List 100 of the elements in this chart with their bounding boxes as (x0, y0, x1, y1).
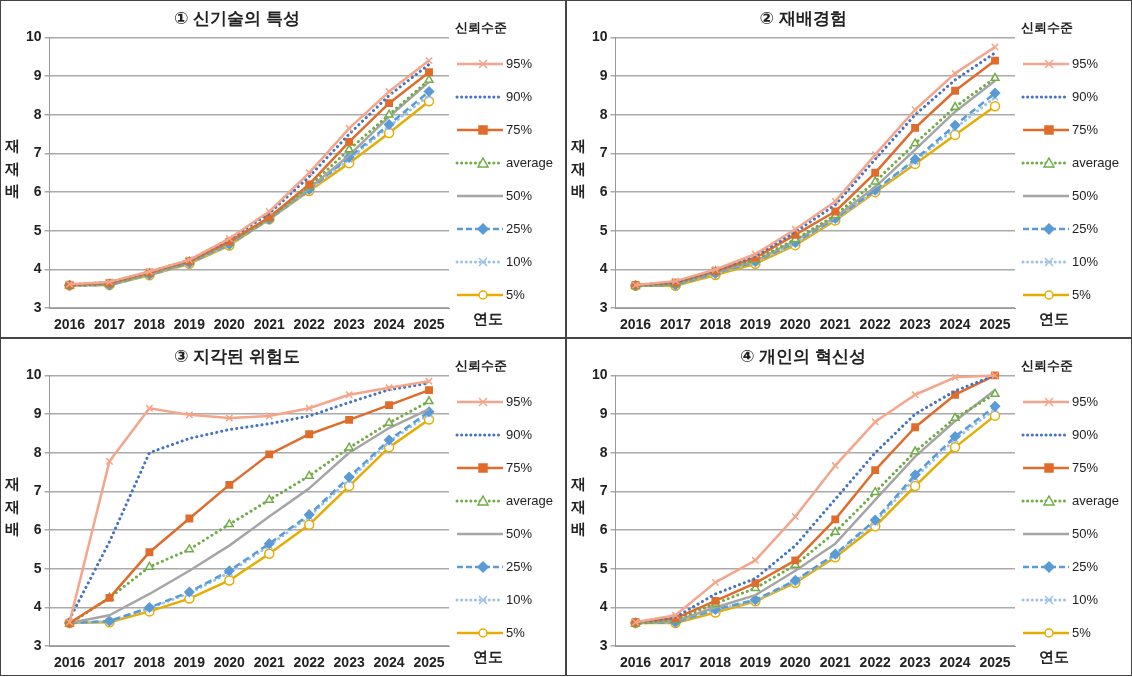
legend-label: 75% (1072, 122, 1099, 137)
y-tick-label: 5 (599, 559, 608, 576)
y-tick-label: 3 (33, 299, 42, 316)
x-tick-label: 2019 (173, 654, 206, 671)
x-tick-label: 2018 (133, 654, 166, 671)
x-tick-label: 2017 (659, 316, 692, 333)
y-tick-label: 10 (591, 28, 608, 45)
legend-label: 75% (506, 460, 533, 475)
legend-label: 25% (1072, 559, 1099, 574)
y-tick-label: 8 (33, 443, 42, 460)
legend-label: 5% (506, 287, 525, 302)
legend-label: 5% (1072, 625, 1091, 640)
x-tick-label: 2023 (333, 316, 365, 333)
x-tick-label: 2023 (899, 654, 931, 671)
x-tick-label: 2019 (739, 316, 772, 333)
legend-label: 90% (1072, 89, 1099, 104)
x-axis-title: 연도 (473, 648, 503, 667)
legend-title: 신뢰수준 (455, 357, 508, 375)
x-tick-label: 2018 (699, 316, 732, 333)
x-tick-label: 2022 (293, 316, 325, 333)
x-tick-label: 2022 (859, 316, 891, 333)
x-tick-label: 2021 (253, 316, 286, 333)
x-tick-label: 2017 (659, 654, 692, 671)
x-tick-label: 2022 (859, 654, 891, 671)
y-tick-label: 6 (33, 183, 42, 199)
legend-label: 90% (506, 89, 533, 104)
legend-label: 25% (506, 221, 533, 236)
y-tick-label: 6 (599, 521, 608, 537)
y-tick-label: 5 (33, 559, 42, 576)
y-axis-title: 재재배 (4, 136, 20, 202)
legend-label: 50% (1072, 526, 1099, 541)
y-tick-label: 3 (33, 637, 42, 654)
legend-label: 10% (1072, 592, 1099, 607)
x-tick-label: 2021 (253, 654, 286, 671)
y-tick-label: 9 (33, 404, 42, 421)
x-tick-label: 2018 (133, 316, 166, 333)
legend-label: 10% (1072, 254, 1099, 269)
x-axis-title: 연도 (473, 310, 503, 329)
legend-label: average (1072, 155, 1119, 170)
x-tick-label: 2022 (293, 654, 325, 671)
y-tick-label: 4 (33, 598, 42, 615)
y-tick-label: 9 (599, 66, 608, 83)
legend-label: average (506, 493, 553, 508)
y-axis-title: 재재배 (570, 474, 586, 540)
legend-title: 신뢰수준 (455, 19, 508, 37)
x-tick-label: 2016 (619, 316, 652, 333)
y-tick-label: 8 (599, 105, 608, 122)
x-tick-label: 2025 (979, 654, 1011, 671)
y-tick-label: 7 (33, 144, 42, 161)
x-tick-label: 2016 (53, 654, 86, 671)
legend-label: 95% (506, 56, 533, 71)
y-tick-label: 9 (33, 66, 42, 83)
legend-label: 25% (506, 559, 533, 574)
x-tick-label: 2017 (93, 316, 126, 333)
x-tick-label: 2019 (739, 654, 772, 671)
legend-label: average (506, 155, 553, 170)
x-tick-label: 2023 (333, 654, 365, 671)
y-tick-label: 8 (599, 443, 608, 460)
y-tick-label: 10 (25, 366, 42, 383)
y-axis-title: 재재배 (570, 136, 586, 202)
y-tick-label: 10 (25, 28, 42, 45)
y-tick-label: 4 (33, 260, 42, 277)
x-tick-label: 2024 (939, 316, 971, 333)
legend-label: 50% (506, 526, 533, 541)
legend-label: 95% (1072, 56, 1099, 71)
y-tick-label: 3 (599, 299, 608, 316)
chart-title: ③ 지각된 위험도 (174, 346, 300, 366)
y-axis-title: 재재배 (4, 474, 20, 540)
y-tick-label: 4 (599, 260, 608, 277)
x-tick-label: 2020 (213, 654, 246, 671)
x-tick-label: 2025 (413, 654, 445, 671)
chart-title: ① 신기술의 특성 (174, 8, 300, 28)
y-tick-label: 10 (591, 366, 608, 383)
legend-label: 90% (1072, 427, 1099, 442)
legend-label: 50% (506, 188, 533, 203)
legend-label: 25% (1072, 221, 1099, 236)
y-tick-label: 4 (599, 598, 608, 615)
x-tick-label: 2020 (213, 316, 246, 333)
x-tick-label: 2021 (819, 316, 852, 333)
chart-title: ② 재배경험 (759, 8, 847, 28)
y-tick-label: 8 (33, 105, 42, 122)
legend-label: 75% (1072, 460, 1099, 475)
y-tick-label: 5 (599, 221, 608, 238)
x-tick-label: 2019 (173, 316, 206, 333)
y-tick-label: 6 (33, 521, 42, 537)
legend-label: 90% (506, 427, 533, 442)
x-axis-title: 연도 (1039, 648, 1069, 667)
y-tick-label: 7 (599, 144, 608, 161)
legend-label: 50% (1072, 188, 1099, 203)
x-tick-label: 2025 (413, 316, 445, 333)
x-tick-label: 2017 (93, 654, 126, 671)
x-tick-label: 2018 (699, 654, 732, 671)
x-tick-label: 2024 (373, 654, 405, 671)
y-tick-label: 7 (599, 482, 608, 499)
y-tick-label: 9 (599, 404, 608, 421)
x-tick-label: 2020 (779, 654, 812, 671)
legend-label: 75% (506, 122, 533, 137)
y-tick-label: 7 (33, 482, 42, 499)
x-tick-label: 2024 (939, 654, 971, 671)
x-tick-label: 2023 (899, 316, 931, 333)
